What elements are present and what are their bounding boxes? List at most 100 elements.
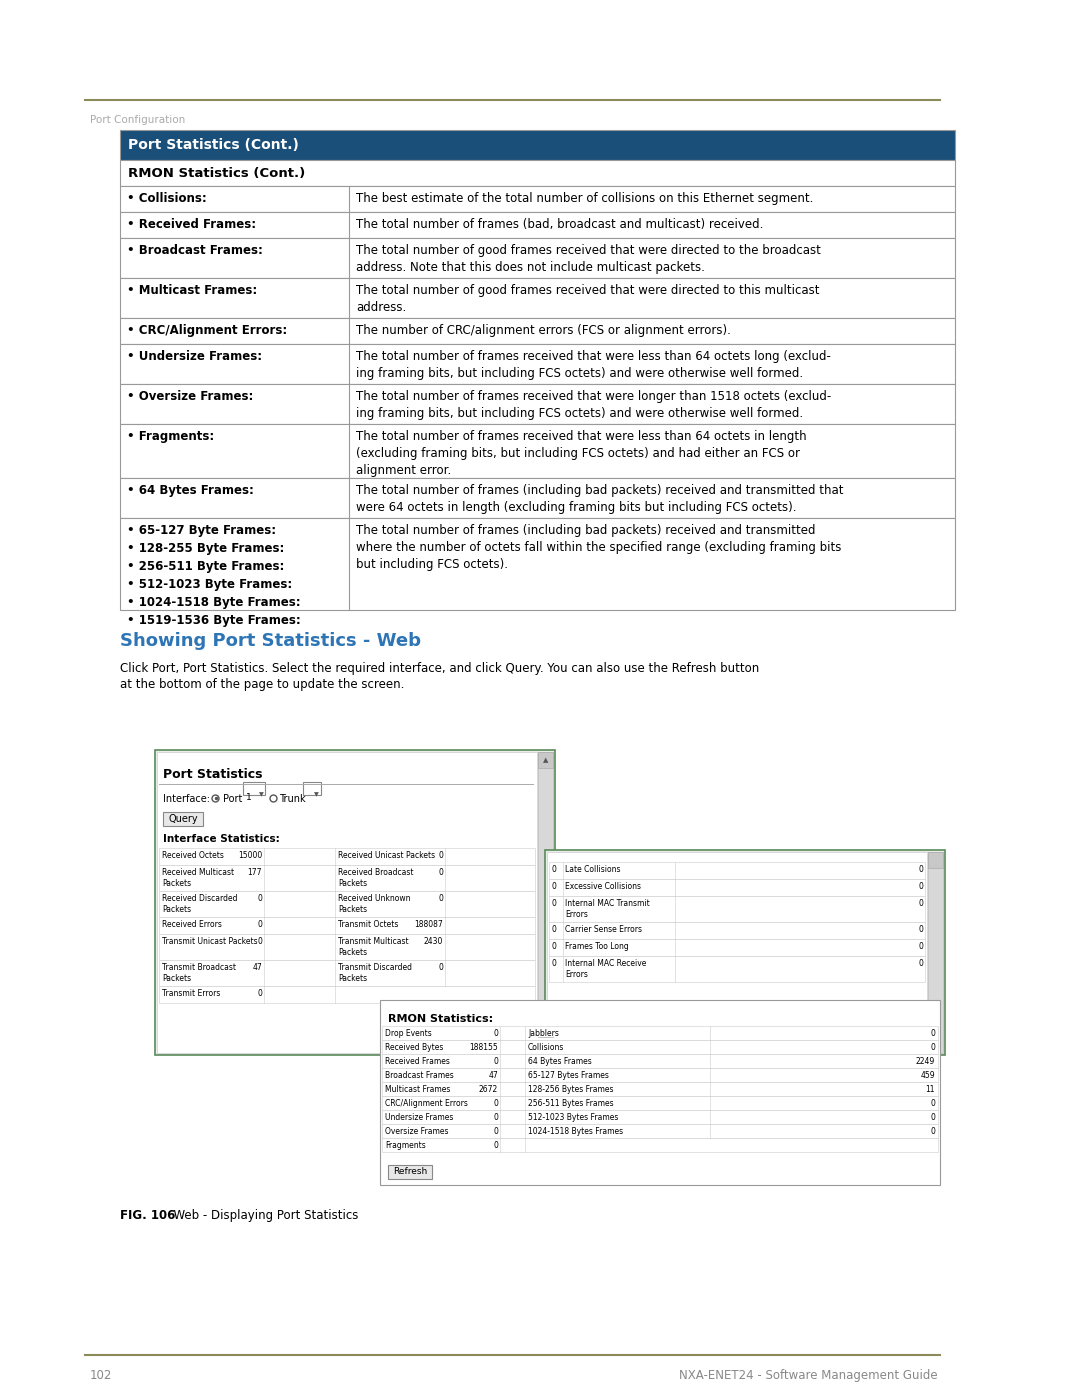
Text: • Oversize Frames:: • Oversize Frames: (127, 390, 254, 402)
Bar (549, 939, 924, 956)
Text: ▼: ▼ (259, 792, 264, 798)
Text: 0: 0 (918, 942, 923, 951)
Bar (159, 916, 535, 935)
Bar (928, 852, 943, 1053)
Text: • Fragments:: • Fragments: (127, 430, 214, 443)
Bar (120, 518, 955, 610)
Bar (549, 862, 924, 879)
Text: 11: 11 (926, 1085, 935, 1094)
Text: 0: 0 (438, 868, 443, 877)
Bar (382, 1111, 939, 1125)
Bar (380, 1000, 940, 1185)
Text: The total number of frames (including bad packets) received and transmitted
wher: The total number of frames (including ba… (356, 524, 841, 571)
Bar (120, 237, 955, 278)
Bar (928, 852, 943, 868)
Text: 0: 0 (918, 882, 923, 891)
Text: 0: 0 (438, 894, 443, 902)
Text: • Received Frames:: • Received Frames: (127, 218, 256, 231)
Bar (157, 752, 537, 1053)
Text: Received Errors: Received Errors (162, 921, 221, 929)
Text: Received Bytes: Received Bytes (384, 1044, 444, 1052)
Text: 0: 0 (257, 921, 262, 929)
Text: 0: 0 (257, 937, 262, 946)
Text: 0: 0 (918, 958, 923, 968)
Text: Transmit Multicast
Packets: Transmit Multicast Packets (338, 937, 408, 957)
Bar (382, 1125, 939, 1139)
Text: 128-256 Bytes Frames: 128-256 Bytes Frames (528, 1085, 613, 1094)
Text: RMON Statistics:: RMON Statistics: (388, 1014, 494, 1024)
Text: 2430: 2430 (423, 937, 443, 946)
Text: Transmit Unicast Packets: Transmit Unicast Packets (162, 937, 258, 946)
Bar (549, 895, 924, 922)
Text: 0: 0 (930, 1030, 935, 1038)
Bar (120, 278, 955, 319)
Bar (159, 848, 535, 865)
Bar (549, 922, 924, 939)
Text: 0: 0 (494, 1099, 498, 1108)
Text: The total number of good frames received that were directed to this multicast
ad: The total number of good frames received… (356, 284, 820, 314)
Text: The best estimate of the total number of collisions on this Ethernet segment.: The best estimate of the total number of… (356, 191, 813, 205)
Text: 47: 47 (253, 963, 262, 972)
Text: 0: 0 (257, 989, 262, 997)
Bar (545, 849, 945, 1055)
Bar (120, 130, 955, 161)
Text: • Multicast Frames:: • Multicast Frames: (127, 284, 257, 298)
Text: The total number of frames received that were less than 64 octets long (exclud-
: The total number of frames received that… (356, 351, 831, 380)
Text: Collisions: Collisions (528, 1044, 565, 1052)
Text: Transmit Errors: Transmit Errors (162, 989, 220, 997)
Text: 0: 0 (930, 1099, 935, 1108)
Bar (549, 879, 924, 895)
Text: Multicast Frames: Multicast Frames (384, 1085, 450, 1094)
Text: 15000: 15000 (238, 851, 262, 861)
Text: Undersize Frames: Undersize Frames (384, 1113, 454, 1122)
Bar (538, 752, 553, 768)
Text: Received Unknown
Packets: Received Unknown Packets (338, 894, 410, 914)
Bar (382, 1097, 939, 1111)
Text: Click Port, Port Statistics. Select the required interface, and click Query. You: Click Port, Port Statistics. Select the … (120, 662, 759, 675)
Text: Port Statistics: Port Statistics (163, 768, 262, 781)
Bar (243, 782, 265, 795)
Text: Received Discarded
Packets: Received Discarded Packets (162, 894, 238, 914)
Text: 0: 0 (930, 1113, 935, 1122)
Text: Oversize Frames: Oversize Frames (384, 1127, 448, 1136)
Text: Port Configuration: Port Configuration (90, 115, 186, 124)
Bar (382, 1067, 939, 1083)
Text: 188087: 188087 (415, 921, 443, 929)
Bar (382, 1139, 939, 1153)
Text: 177: 177 (247, 868, 262, 877)
Bar (159, 865, 535, 891)
Text: 0: 0 (494, 1113, 498, 1122)
Text: Jabblers: Jabblers (528, 1030, 558, 1038)
Text: Web - Displaying Port Statistics: Web - Displaying Port Statistics (166, 1208, 359, 1222)
Text: 0: 0 (551, 882, 556, 891)
Text: Transmit Broadcast
Packets: Transmit Broadcast Packets (162, 963, 237, 983)
Text: 256-511 Bytes Frames: 256-511 Bytes Frames (528, 1099, 613, 1108)
Text: 188155: 188155 (469, 1044, 498, 1052)
Text: • Collisions:: • Collisions: (127, 191, 206, 205)
Text: 64 Bytes Frames: 64 Bytes Frames (528, 1058, 592, 1066)
Bar (159, 960, 535, 986)
Text: NXA-ENET24 - Software Management Guide: NXA-ENET24 - Software Management Guide (679, 1369, 939, 1382)
Bar (382, 1083, 939, 1097)
Text: Query: Query (168, 814, 198, 824)
Text: RMON Statistics (Cont.): RMON Statistics (Cont.) (129, 166, 306, 179)
Text: Refresh: Refresh (393, 1168, 427, 1176)
Text: • 65-127 Byte Frames:
• 128-255 Byte Frames:
• 256-511 Byte Frames:
• 512-1023 B: • 65-127 Byte Frames: • 128-255 Byte Fra… (127, 524, 300, 627)
Text: 0: 0 (930, 1044, 935, 1052)
Text: 0: 0 (494, 1127, 498, 1136)
Text: The total number of frames (bad, broadcast and multicast) received.: The total number of frames (bad, broadca… (356, 218, 764, 231)
Text: Received Multicast
Packets: Received Multicast Packets (162, 868, 234, 888)
Text: Port: Port (222, 793, 242, 805)
Text: The total number of good frames received that were directed to the broadcast
add: The total number of good frames received… (356, 244, 821, 274)
Text: 2672: 2672 (478, 1085, 498, 1094)
Text: ▲: ▲ (543, 757, 549, 763)
Bar (549, 956, 924, 982)
Bar (120, 186, 955, 212)
Text: Fragments: Fragments (384, 1141, 426, 1150)
Text: The total number of frames (including bad packets) received and transmitted that: The total number of frames (including ba… (356, 483, 843, 514)
Text: 512-1023 Bytes Frames: 512-1023 Bytes Frames (528, 1113, 619, 1122)
Text: FIG. 106: FIG. 106 (120, 1208, 175, 1222)
Text: 1: 1 (246, 793, 252, 802)
Text: The total number of frames received that were longer than 1518 octets (exclud-
i: The total number of frames received that… (356, 390, 832, 420)
Bar (159, 935, 535, 960)
